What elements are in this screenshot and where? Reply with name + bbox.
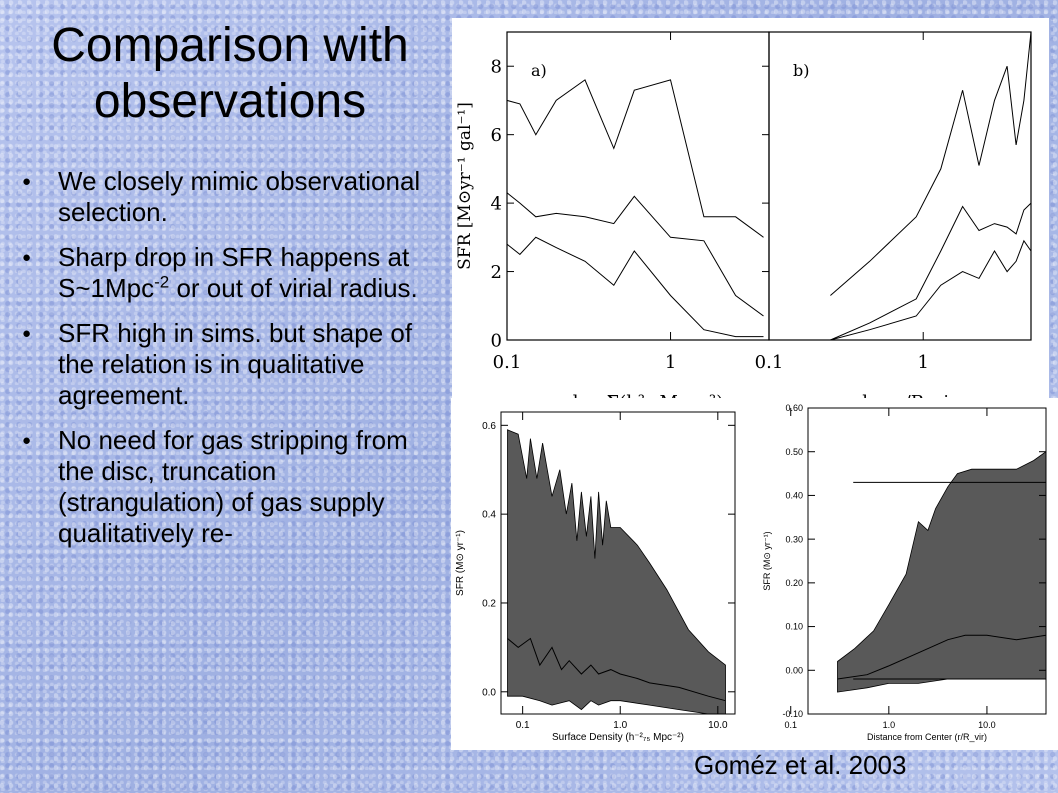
observed-distance-chart: -0.10 0.00 0.10 0.20 0.30 0.40 0.50 0.60 0.1 1.0 1… bbox=[762, 403, 1047, 742]
y-tick-label: 0 bbox=[491, 330, 502, 351]
y-tick-label: 0.2 bbox=[482, 598, 496, 609]
series-line bbox=[830, 202, 1032, 341]
plot-frame bbox=[807, 407, 1047, 715]
bullet-item: ● SFR high in sims. but shape of the rel… bbox=[18, 318, 430, 411]
y-axis-label: SFR (M⊙ yr⁻¹) bbox=[455, 530, 466, 596]
y-axis-label: SFR (M⊙ yr⁻¹) bbox=[762, 531, 772, 590]
x-tick-label: 0.1 bbox=[516, 720, 530, 731]
bullet-text: No need for gas stripping from the disc,… bbox=[58, 425, 408, 548]
x-tick-label: 0.1 bbox=[493, 352, 522, 373]
y-tick-label: 0.6 bbox=[482, 421, 496, 432]
bullet-item: ● We closely mimic observational selecti… bbox=[18, 166, 430, 228]
figure-caption: Goméz et al. 2003 bbox=[694, 750, 907, 780]
y-tick-label: 0.0 bbox=[482, 687, 496, 698]
x-axis-label: Surface Density (h⁻²₇₅ Mpc⁻²) bbox=[552, 732, 684, 743]
bullet-superscript: -2 bbox=[154, 272, 170, 292]
y-tick-label: 4 bbox=[491, 193, 502, 214]
y-tick-label: 0.00 bbox=[785, 665, 803, 675]
x-tick-label: 1.0 bbox=[613, 720, 627, 731]
panel-label: a) bbox=[531, 61, 547, 80]
series-line bbox=[506, 79, 764, 238]
median-line bbox=[507, 637, 726, 702]
series-line bbox=[830, 31, 1032, 296]
x-tick-label: 1.0 bbox=[883, 720, 896, 730]
bullet-list: ● We closely mimic observational selecti… bbox=[18, 166, 430, 563]
bullet-item: ● No need for gas stripping from the dis… bbox=[18, 425, 430, 549]
y-tick-label: 6 bbox=[491, 125, 502, 146]
x-axis-label: Distance from Center (r/R_vir) bbox=[867, 732, 987, 742]
bullet-text: SFR high in sims. but shape of the relat… bbox=[58, 318, 413, 410]
y-tick-label: 0.50 bbox=[785, 447, 803, 457]
plot-frame bbox=[768, 31, 1032, 341]
x-tick-label: 10.0 bbox=[978, 720, 996, 730]
figure-observed-density: 0.0 0.2 0.4 0.6 0.1 1.0 10.0 Surface Density (h… bbox=[451, 398, 751, 750]
shaded-band bbox=[507, 429, 726, 715]
slide-title: Comparison with observations bbox=[10, 18, 450, 130]
figure-observed-distance: -0.10 0.00 0.10 0.20 0.30 0.40 0.50 0.60 0.1 1.0 1… bbox=[751, 398, 1058, 750]
x-tick-label: 0.1 bbox=[755, 352, 784, 373]
series-line bbox=[506, 192, 764, 317]
panel-label: b) bbox=[793, 61, 809, 80]
series-line bbox=[506, 236, 764, 338]
observed-density-chart: 0.0 0.2 0.4 0.6 0.1 1.0 10.0 Surface Density (h… bbox=[455, 411, 736, 743]
y-tick-label: 0.60 bbox=[785, 403, 803, 413]
y-tick-label: 8 bbox=[491, 57, 502, 78]
y-tick-label: 2 bbox=[491, 262, 502, 283]
x-tick-label: 0.1 bbox=[784, 720, 797, 730]
y-axis-label: SFR [M⊙yr⁻¹ gal⁻¹] bbox=[455, 102, 475, 270]
y-tick-label: 0.30 bbox=[785, 534, 803, 544]
bullet-icon: ● bbox=[22, 325, 32, 342]
bullet-text: Sharp drop in SFR happens at S~1Mpc bbox=[58, 242, 410, 303]
y-tick-label: 0.10 bbox=[785, 622, 803, 632]
y-tick-label: 0.20 bbox=[785, 578, 803, 588]
x-tick-label: 10.0 bbox=[708, 720, 728, 731]
y-tick-label: 0.40 bbox=[785, 491, 803, 501]
y-tick-label: -0.10 bbox=[782, 709, 803, 719]
title-line-2: observations bbox=[93, 75, 367, 128]
median-line bbox=[837, 634, 1047, 680]
bullet-item: ● Sharp drop in SFR happens at S~1Mpc-2 … bbox=[18, 242, 430, 304]
bullet-icon: ● bbox=[22, 249, 32, 266]
series-line bbox=[830, 239, 1032, 341]
bullet-icon: ● bbox=[22, 173, 32, 190]
bullet-icon: ● bbox=[22, 432, 32, 449]
shaded-band bbox=[837, 450, 1047, 693]
x-tick-label: 1 bbox=[665, 352, 676, 373]
title-line-1: Comparison with bbox=[51, 19, 409, 72]
plot-frame bbox=[500, 411, 736, 715]
bullet-text-tail: or out of virial radius. bbox=[169, 273, 418, 303]
x-tick-label: 1 bbox=[917, 352, 928, 373]
y-tick-label: 0.4 bbox=[482, 510, 496, 521]
bullet-text: We closely mimic observational selection… bbox=[58, 166, 421, 227]
